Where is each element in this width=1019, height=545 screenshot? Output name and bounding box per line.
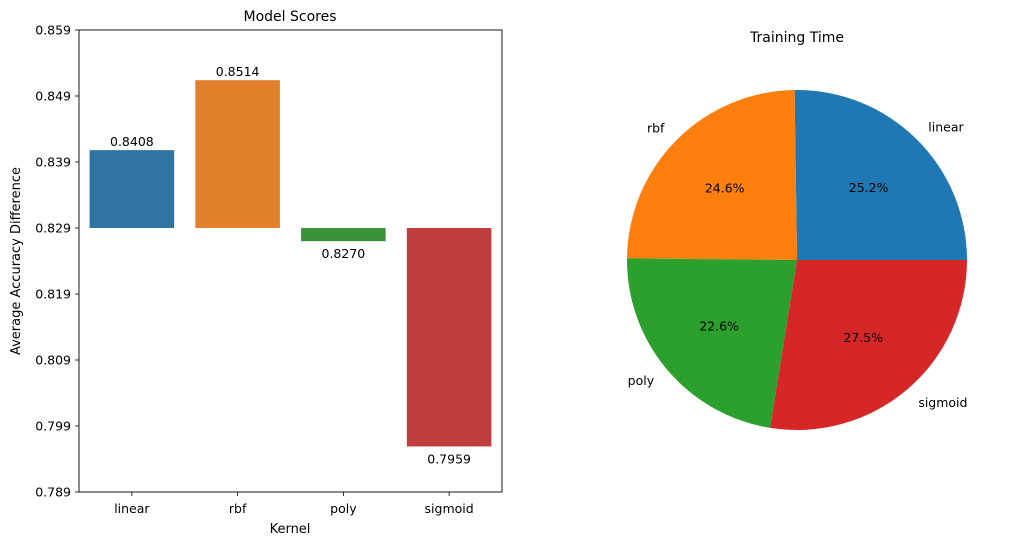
y-tick-label: 0.819 <box>35 287 71 302</box>
y-tick-label: 0.799 <box>35 419 71 434</box>
x-tick-label: linear <box>114 501 150 516</box>
y-tick-label: 0.789 <box>35 485 71 500</box>
y-tick-label: 0.809 <box>35 353 71 368</box>
pie-slice-label: linear <box>928 119 964 134</box>
bar-rbf <box>195 80 280 228</box>
pie-chart: Training Time 25.2% linear 24.6% rbf 22.6% po… <box>627 30 967 430</box>
bar-chart-title: Model Scores <box>244 9 337 25</box>
y-tick-label: 0.829 <box>35 221 71 236</box>
bar-value-label: 0.7959 <box>427 451 471 466</box>
y-tick-label: 0.859 <box>35 23 71 38</box>
bar-value-label: 0.8514 <box>216 64 260 79</box>
pie-percent-label: 25.2% <box>849 180 889 195</box>
pie-slice-label: rbf <box>647 121 665 136</box>
bar-poly <box>301 228 386 242</box>
y-axis-ticks: 0.789 0.799 0.809 0.819 0.829 0.839 0.849 0.859 <box>35 23 79 500</box>
pie-percent-label: 27.5% <box>843 330 883 345</box>
y-tick-label: 0.849 <box>35 89 71 104</box>
bar-series: 0.8408 0.8514 0.8270 0.7959 <box>89 64 492 466</box>
bar-linear <box>89 150 175 228</box>
x-tick-label: rbf <box>229 501 247 516</box>
plot-frame <box>78 29 503 493</box>
x-tick-label: poly <box>330 501 357 516</box>
pie-slices: 25.2% linear 24.6% rbf 22.6% poly 27.5% sigmoid <box>627 90 967 430</box>
pie-slice-label: sigmoid <box>918 395 967 410</box>
y-axis-label: Average Accuracy Difference <box>9 167 24 355</box>
bar-value-label: 0.8408 <box>110 134 154 149</box>
pie-slice-sigmoid <box>770 260 967 430</box>
x-tick-label: sigmoid <box>425 501 474 516</box>
y-tick-label: 0.839 <box>35 155 71 170</box>
pie-slice-linear <box>794 90 967 260</box>
bar-chart: Model Scores 0.7890.7990.8090.8190.8290.… <box>9 9 503 537</box>
x-axis-ticks: linear rbf poly sigmoid <box>114 492 474 516</box>
bar-sigmoid <box>406 228 492 447</box>
pie-slice-label: poly <box>628 373 655 388</box>
pie-slice-poly <box>627 258 797 428</box>
pie-percent-label: 22.6% <box>699 318 739 333</box>
pie-slice-rbf <box>627 90 797 260</box>
x-axis-label: Kernel <box>270 522 311 537</box>
pie-chart-title: Training Time <box>749 30 844 46</box>
pie-percent-label: 24.6% <box>705 181 745 196</box>
bar-value-label: 0.8270 <box>322 246 366 261</box>
